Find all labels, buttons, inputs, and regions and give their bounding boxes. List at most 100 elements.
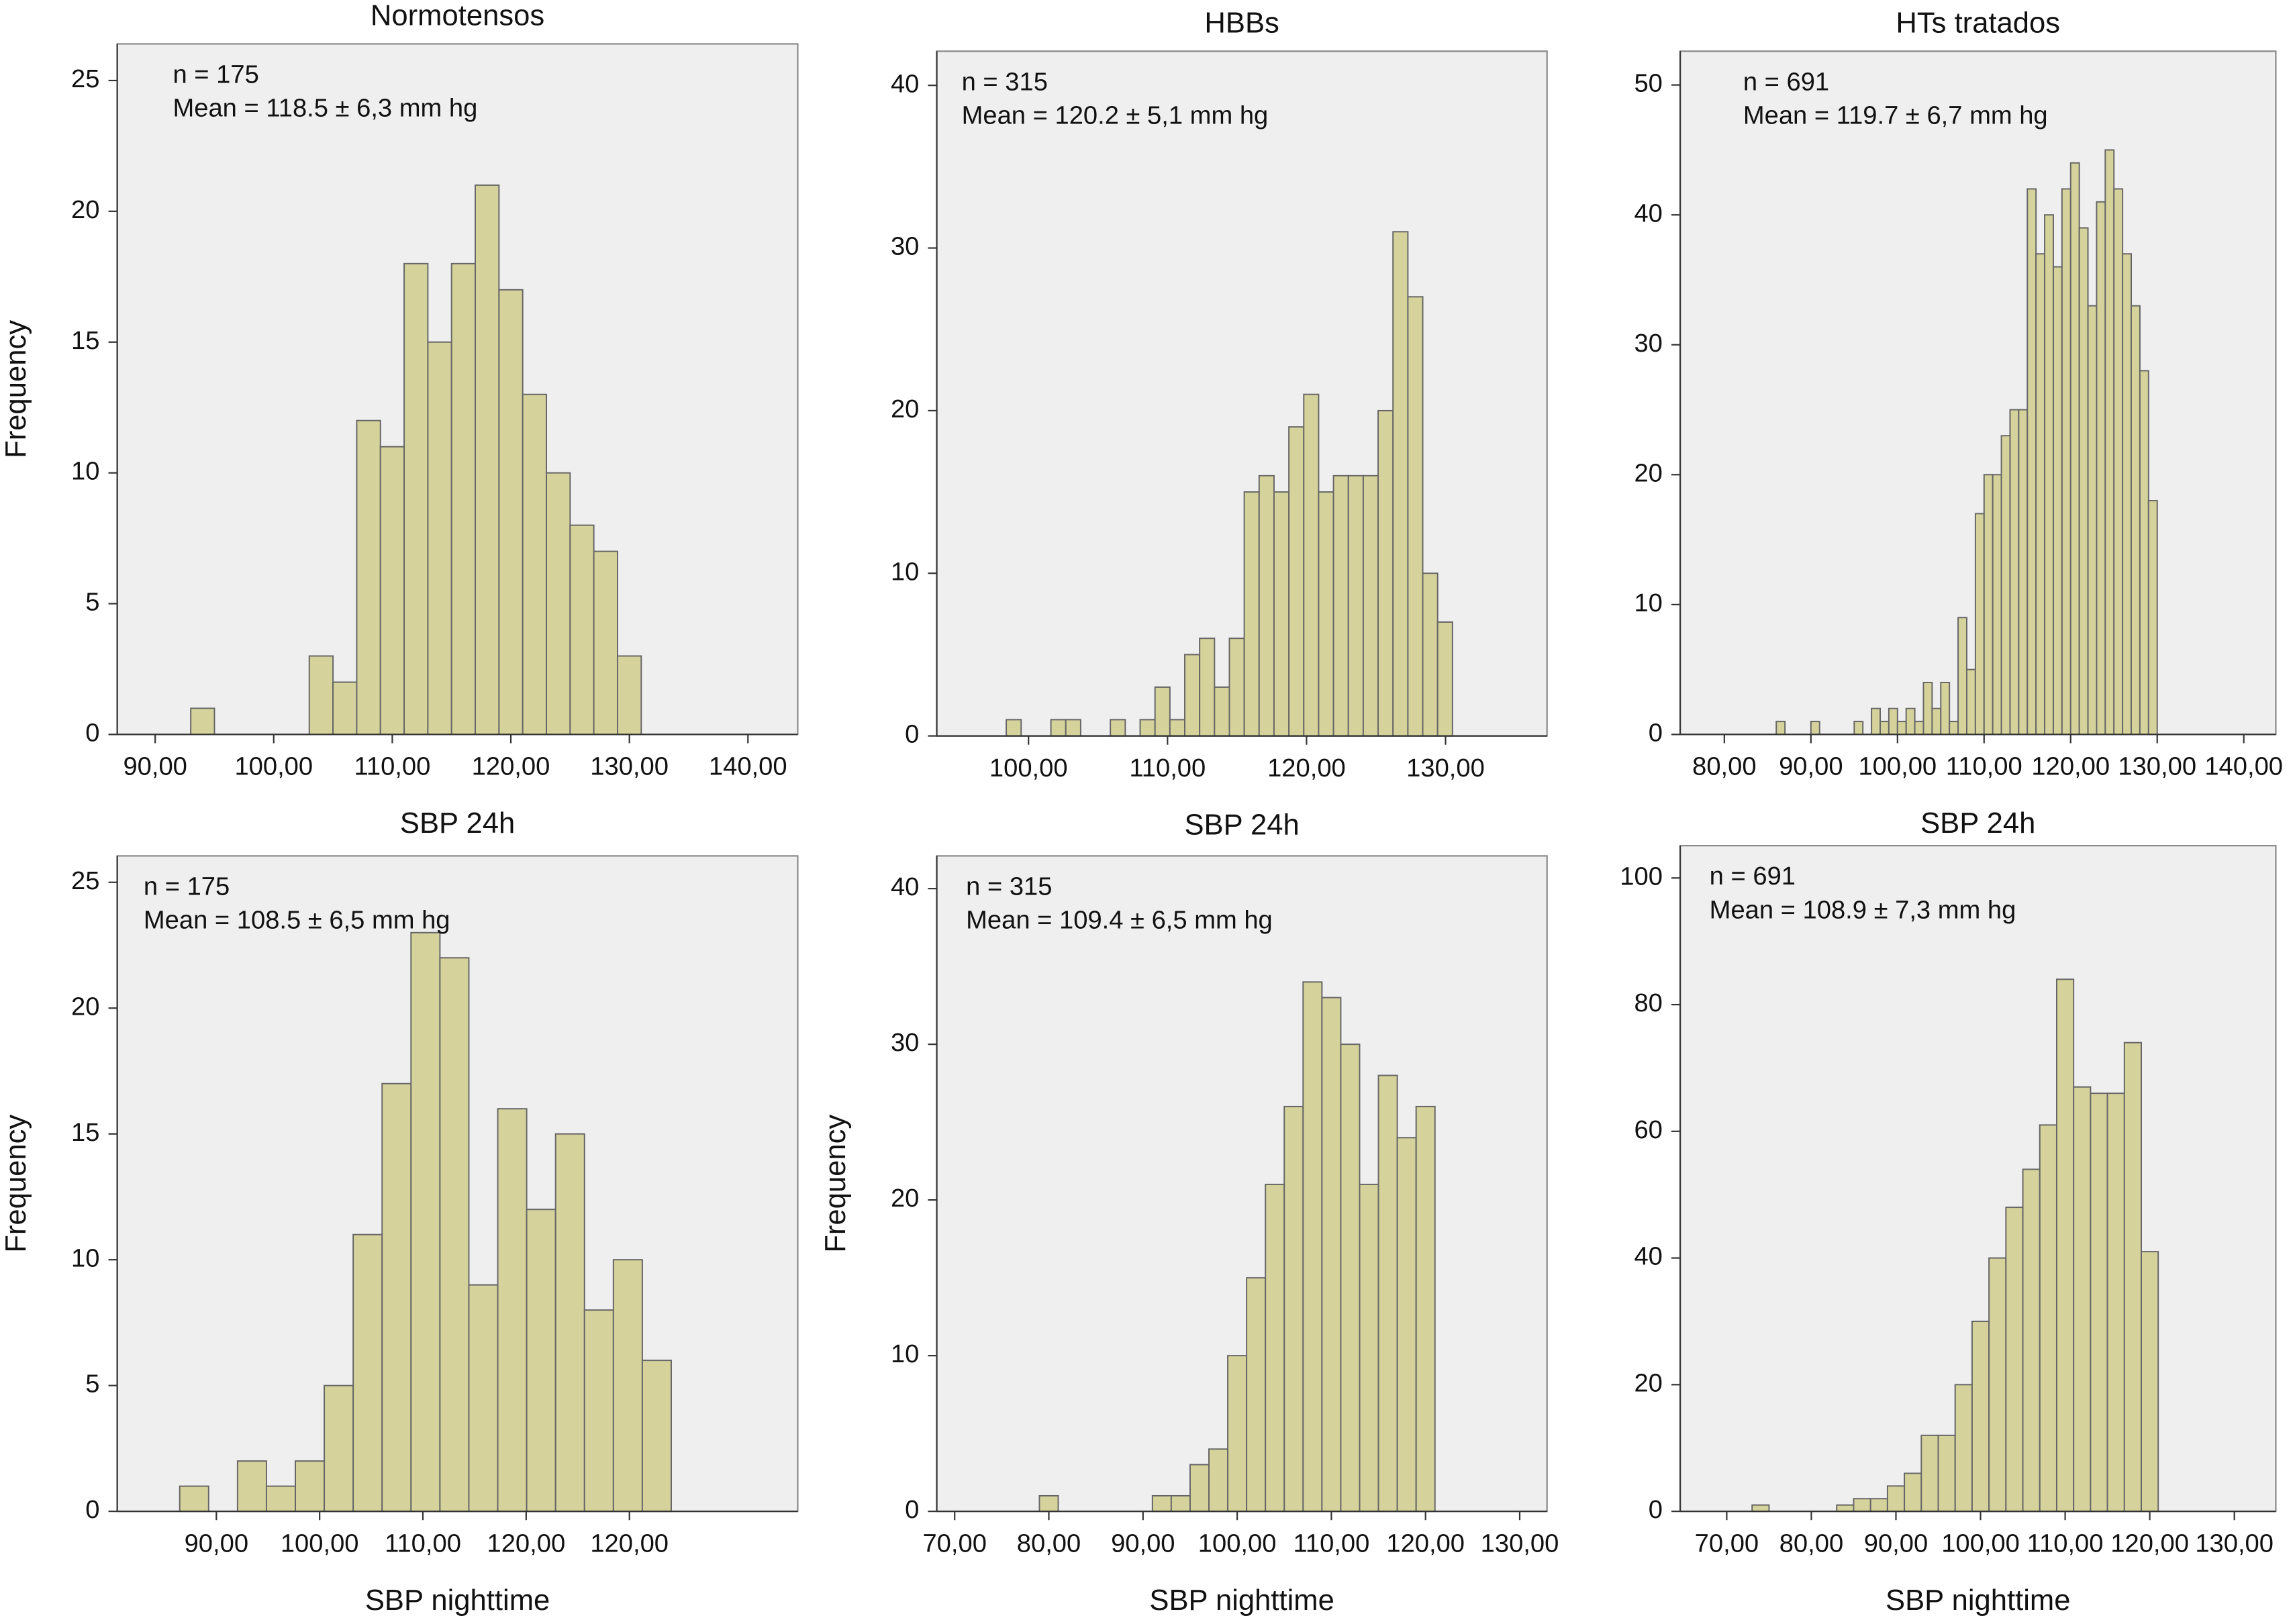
bar bbox=[2039, 1124, 2057, 1513]
y-tick-label: 0 bbox=[1649, 719, 1663, 748]
x-tick-label: 100,00 bbox=[989, 754, 1068, 782]
x-tick-label: 100,00 bbox=[234, 752, 313, 781]
y-tick-label: 15 bbox=[71, 326, 99, 355]
bar bbox=[1988, 1257, 2007, 1513]
bar bbox=[1283, 1105, 1304, 1513]
y-tick-label: 25 bbox=[71, 866, 99, 895]
bar bbox=[1347, 474, 1364, 737]
bar bbox=[1436, 621, 1453, 737]
bar bbox=[1871, 707, 1881, 735]
bar bbox=[2096, 201, 2106, 735]
bar bbox=[1340, 1044, 1361, 1513]
bar bbox=[2000, 435, 2011, 735]
bar bbox=[379, 446, 405, 735]
bar bbox=[1396, 1137, 1417, 1513]
bar bbox=[641, 1360, 672, 1513]
bar bbox=[1879, 721, 1890, 735]
y-tick-label: 20 bbox=[71, 195, 99, 224]
x-tick-label: 80,00 bbox=[1017, 1529, 1081, 1558]
bar bbox=[1983, 474, 1994, 735]
panel-title: HTs tratados bbox=[1896, 7, 2060, 40]
bar bbox=[522, 393, 547, 735]
bar bbox=[1971, 1320, 1990, 1513]
bar bbox=[381, 1082, 412, 1513]
bar bbox=[526, 1209, 556, 1513]
bar bbox=[475, 184, 500, 735]
x-axis-label: SBP nighttime bbox=[1149, 1584, 1334, 1617]
bar bbox=[1303, 393, 1320, 737]
x-tick-label: 80,00 bbox=[1692, 752, 1756, 781]
bar bbox=[1949, 721, 1959, 735]
x-tick-label: 120,00 bbox=[1267, 754, 1346, 782]
bar bbox=[1184, 654, 1201, 737]
bar bbox=[1006, 719, 1022, 737]
bar bbox=[1914, 721, 1924, 735]
bar bbox=[190, 707, 215, 735]
y-tick-label: 0 bbox=[1649, 1495, 1663, 1524]
annotation: Mean = 109.4 ± 6,5 mm hg bbox=[966, 906, 1273, 935]
bar bbox=[1751, 1504, 1770, 1513]
bar bbox=[439, 957, 470, 1513]
bar bbox=[1227, 1355, 1248, 1513]
x-tick-label: 130,00 bbox=[1481, 1529, 1559, 1558]
bar bbox=[1957, 617, 1967, 735]
x-axis-label: SBP nighttime bbox=[1886, 1584, 2070, 1617]
bar bbox=[1407, 296, 1424, 737]
y-tick-label: 0 bbox=[905, 1495, 919, 1524]
bar bbox=[616, 655, 642, 735]
bar bbox=[450, 262, 477, 735]
bar bbox=[1169, 719, 1185, 737]
bar bbox=[593, 550, 618, 735]
bar bbox=[410, 931, 441, 1513]
bar bbox=[1937, 1434, 1956, 1513]
y-tick-label: 5 bbox=[85, 1370, 99, 1399]
x-tick-label: 70,00 bbox=[1695, 1529, 1759, 1558]
bar bbox=[2123, 1042, 2142, 1513]
x-tick-label: 130,00 bbox=[2195, 1529, 2274, 1558]
bar bbox=[1992, 474, 2002, 735]
bar bbox=[1199, 638, 1216, 737]
bar bbox=[2022, 1168, 2041, 1513]
x-tick-label: 100,00 bbox=[1858, 752, 1937, 781]
bar bbox=[1170, 1494, 1191, 1513]
x-tick-label: 100,00 bbox=[1198, 1529, 1277, 1558]
bar bbox=[332, 681, 358, 735]
x-axis-label: SBP 24h bbox=[1184, 809, 1299, 841]
bar bbox=[1920, 1434, 1939, 1513]
bar bbox=[2106, 1093, 2125, 1513]
bar bbox=[2113, 188, 2124, 735]
annotation: n = 691 bbox=[1710, 862, 1796, 891]
bar bbox=[1321, 997, 1342, 1513]
y-axis-label: Frequency bbox=[0, 1115, 32, 1253]
y-tick-label: 0 bbox=[905, 720, 919, 749]
x-tick-label: 130,00 bbox=[590, 752, 669, 781]
y-axis-label: Frequency bbox=[820, 1115, 852, 1253]
bar bbox=[1922, 682, 1933, 735]
bar bbox=[1302, 981, 1323, 1513]
bar bbox=[1415, 1105, 1436, 1513]
bar bbox=[1966, 668, 1976, 735]
bar bbox=[1974, 513, 1985, 735]
bar bbox=[295, 1460, 326, 1513]
bar bbox=[468, 1284, 499, 1513]
bar bbox=[1065, 719, 1081, 737]
x-tick-label: 110,00 bbox=[2027, 1529, 2104, 1558]
bar bbox=[1243, 491, 1260, 737]
y-tick-label: 10 bbox=[1634, 589, 1662, 617]
bar bbox=[356, 419, 381, 735]
bar bbox=[1139, 719, 1156, 737]
bar bbox=[1151, 1494, 1172, 1513]
bar bbox=[2131, 305, 2141, 735]
x-tick-label: 90,00 bbox=[1779, 752, 1843, 781]
x-tick-label: 80,00 bbox=[1779, 1529, 1843, 1558]
bar bbox=[1228, 638, 1245, 737]
y-tick-label: 40 bbox=[1634, 1242, 1662, 1271]
bar bbox=[1189, 1464, 1210, 1513]
x-axis-label: SBP 24h bbox=[400, 807, 515, 840]
annotation: n = 691 bbox=[1743, 67, 1829, 96]
y-tick-label: 20 bbox=[891, 1184, 919, 1213]
bar bbox=[308, 655, 334, 735]
x-tick-label: 140,00 bbox=[2204, 752, 2283, 781]
bar bbox=[554, 1133, 585, 1513]
y-tick-label: 40 bbox=[891, 69, 919, 98]
